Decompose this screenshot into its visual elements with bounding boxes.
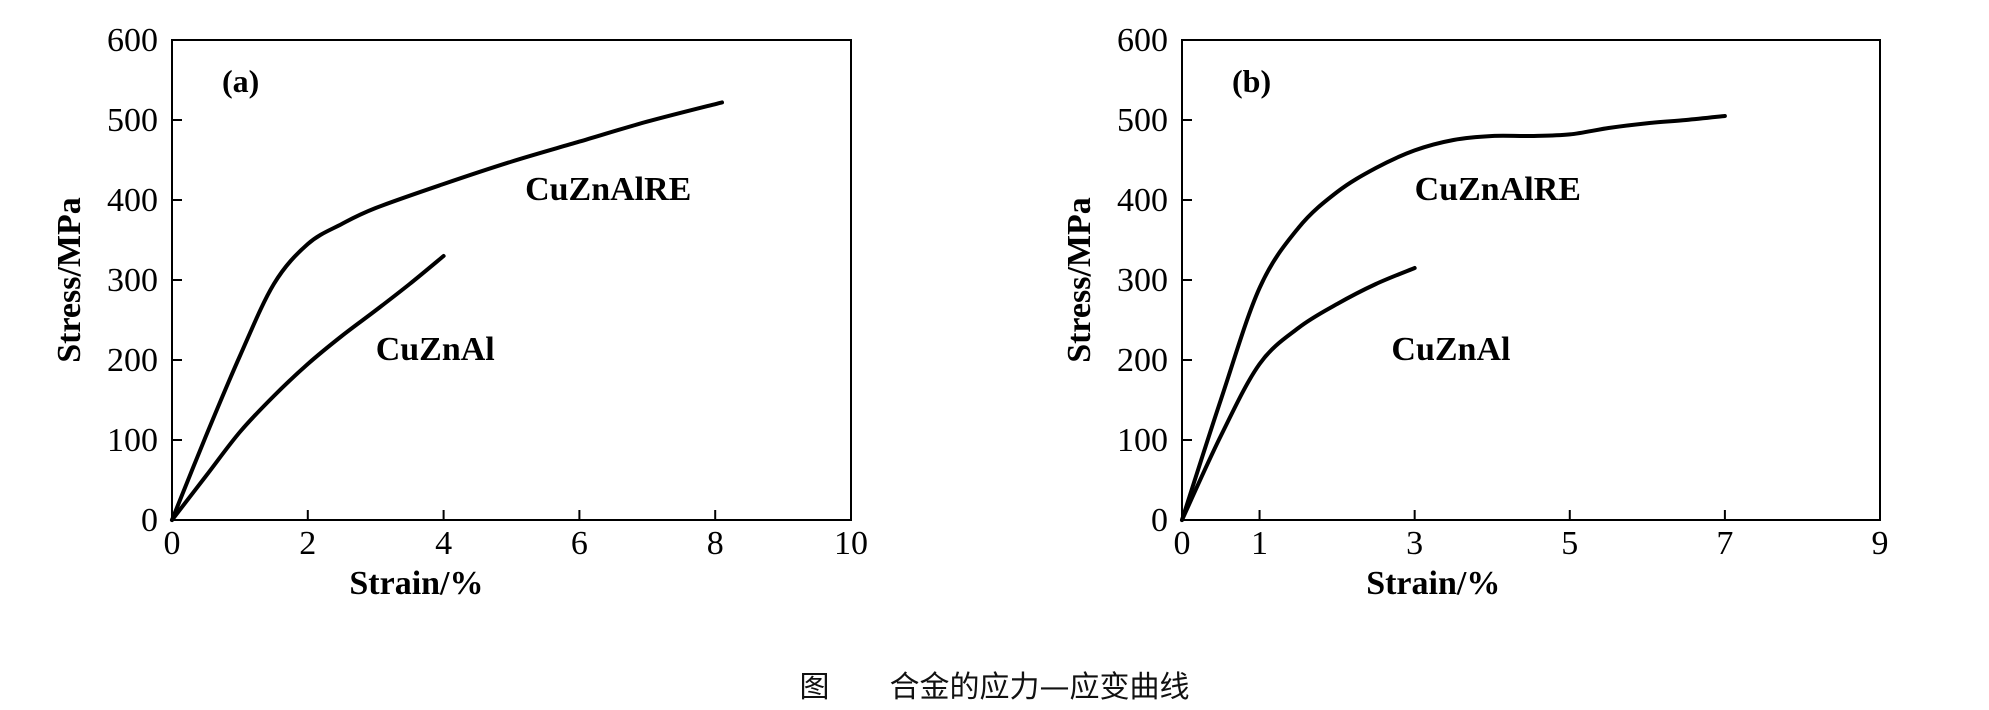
x-axis-title: Strain/% bbox=[349, 565, 483, 602]
series-line-cuznal bbox=[1180, 266, 1417, 522]
y-tick-label: 200 bbox=[107, 342, 158, 379]
chart-panel-b: 0 1 3 5 7 9 0 100 200 300 400 500 600 Strain/% Stress/… bbox=[1061, 22, 1889, 602]
y-axis-title: Stress/MPa bbox=[1061, 197, 1098, 363]
series-line-cuznalre bbox=[170, 100, 724, 522]
plot-frame bbox=[171, 39, 852, 521]
figure-caption: 图 合金的应力—应变曲线 bbox=[0, 662, 1989, 706]
caption-figure-word: 图 bbox=[799, 670, 830, 705]
y-tick-label: 200 bbox=[1117, 342, 1168, 379]
series-line-cuznal bbox=[170, 254, 446, 522]
x-tick-label: 6 bbox=[571, 525, 588, 562]
panel-label: (a) bbox=[222, 63, 259, 99]
x-tick-label: 3 bbox=[1406, 525, 1423, 562]
x-tick-label: 0 bbox=[164, 525, 181, 562]
y-tick-label: 100 bbox=[1117, 422, 1168, 459]
x-tick-label: 9 bbox=[1872, 525, 1889, 562]
series-label-cuznal: CuZnAl bbox=[376, 331, 495, 368]
caption-text: 合金的应力—应变曲线 bbox=[889, 670, 1190, 705]
y-tick-label: 500 bbox=[1117, 102, 1168, 139]
series-line-cuznalre bbox=[1180, 114, 1727, 522]
series-label-cuznalre: CuZnAlRE bbox=[1415, 171, 1581, 208]
x-tick-label: 2 bbox=[299, 525, 316, 562]
x-tick-label: 10 bbox=[834, 525, 868, 562]
x-tick-label: 4 bbox=[435, 525, 452, 562]
y-tick-label: 400 bbox=[1117, 182, 1168, 219]
y-tick-label: 600 bbox=[1117, 22, 1168, 59]
x-tick-label: 8 bbox=[707, 525, 724, 562]
y-tick-label: 600 bbox=[107, 22, 158, 59]
y-tick-label: 500 bbox=[107, 102, 158, 139]
y-tick-label: 400 bbox=[107, 182, 158, 219]
y-tick-label: 300 bbox=[1117, 262, 1168, 299]
x-axis-title: Strain/% bbox=[1366, 565, 1500, 602]
x-tick-label: 0 bbox=[1174, 525, 1191, 562]
y-tick-label: 100 bbox=[107, 422, 158, 459]
chart-panel-a: 0 2 4 6 8 100100200300400500600Strain/%Stress… bbox=[51, 22, 868, 602]
y-tick-label: 300 bbox=[107, 262, 158, 299]
y-tick-label: 0 bbox=[141, 502, 158, 539]
stress-strain-charts: 0 2 4 6 8 100100200300400500600Strain/%Stress… bbox=[51, 22, 1889, 602]
x-tick-label: 7 bbox=[1716, 525, 1733, 562]
series-label-cuznalre: CuZnAlRE bbox=[525, 171, 691, 208]
x-tick-label: 1 bbox=[1251, 525, 1268, 562]
plot-frame bbox=[1181, 39, 1881, 521]
panel-label: (b) bbox=[1232, 63, 1271, 99]
y-tick-label: 0 bbox=[1151, 502, 1168, 539]
x-tick-label: 5 bbox=[1561, 525, 1578, 562]
y-axis-title: Stress/MPa bbox=[51, 197, 88, 363]
series-label-cuznal: CuZnAl bbox=[1391, 331, 1510, 368]
